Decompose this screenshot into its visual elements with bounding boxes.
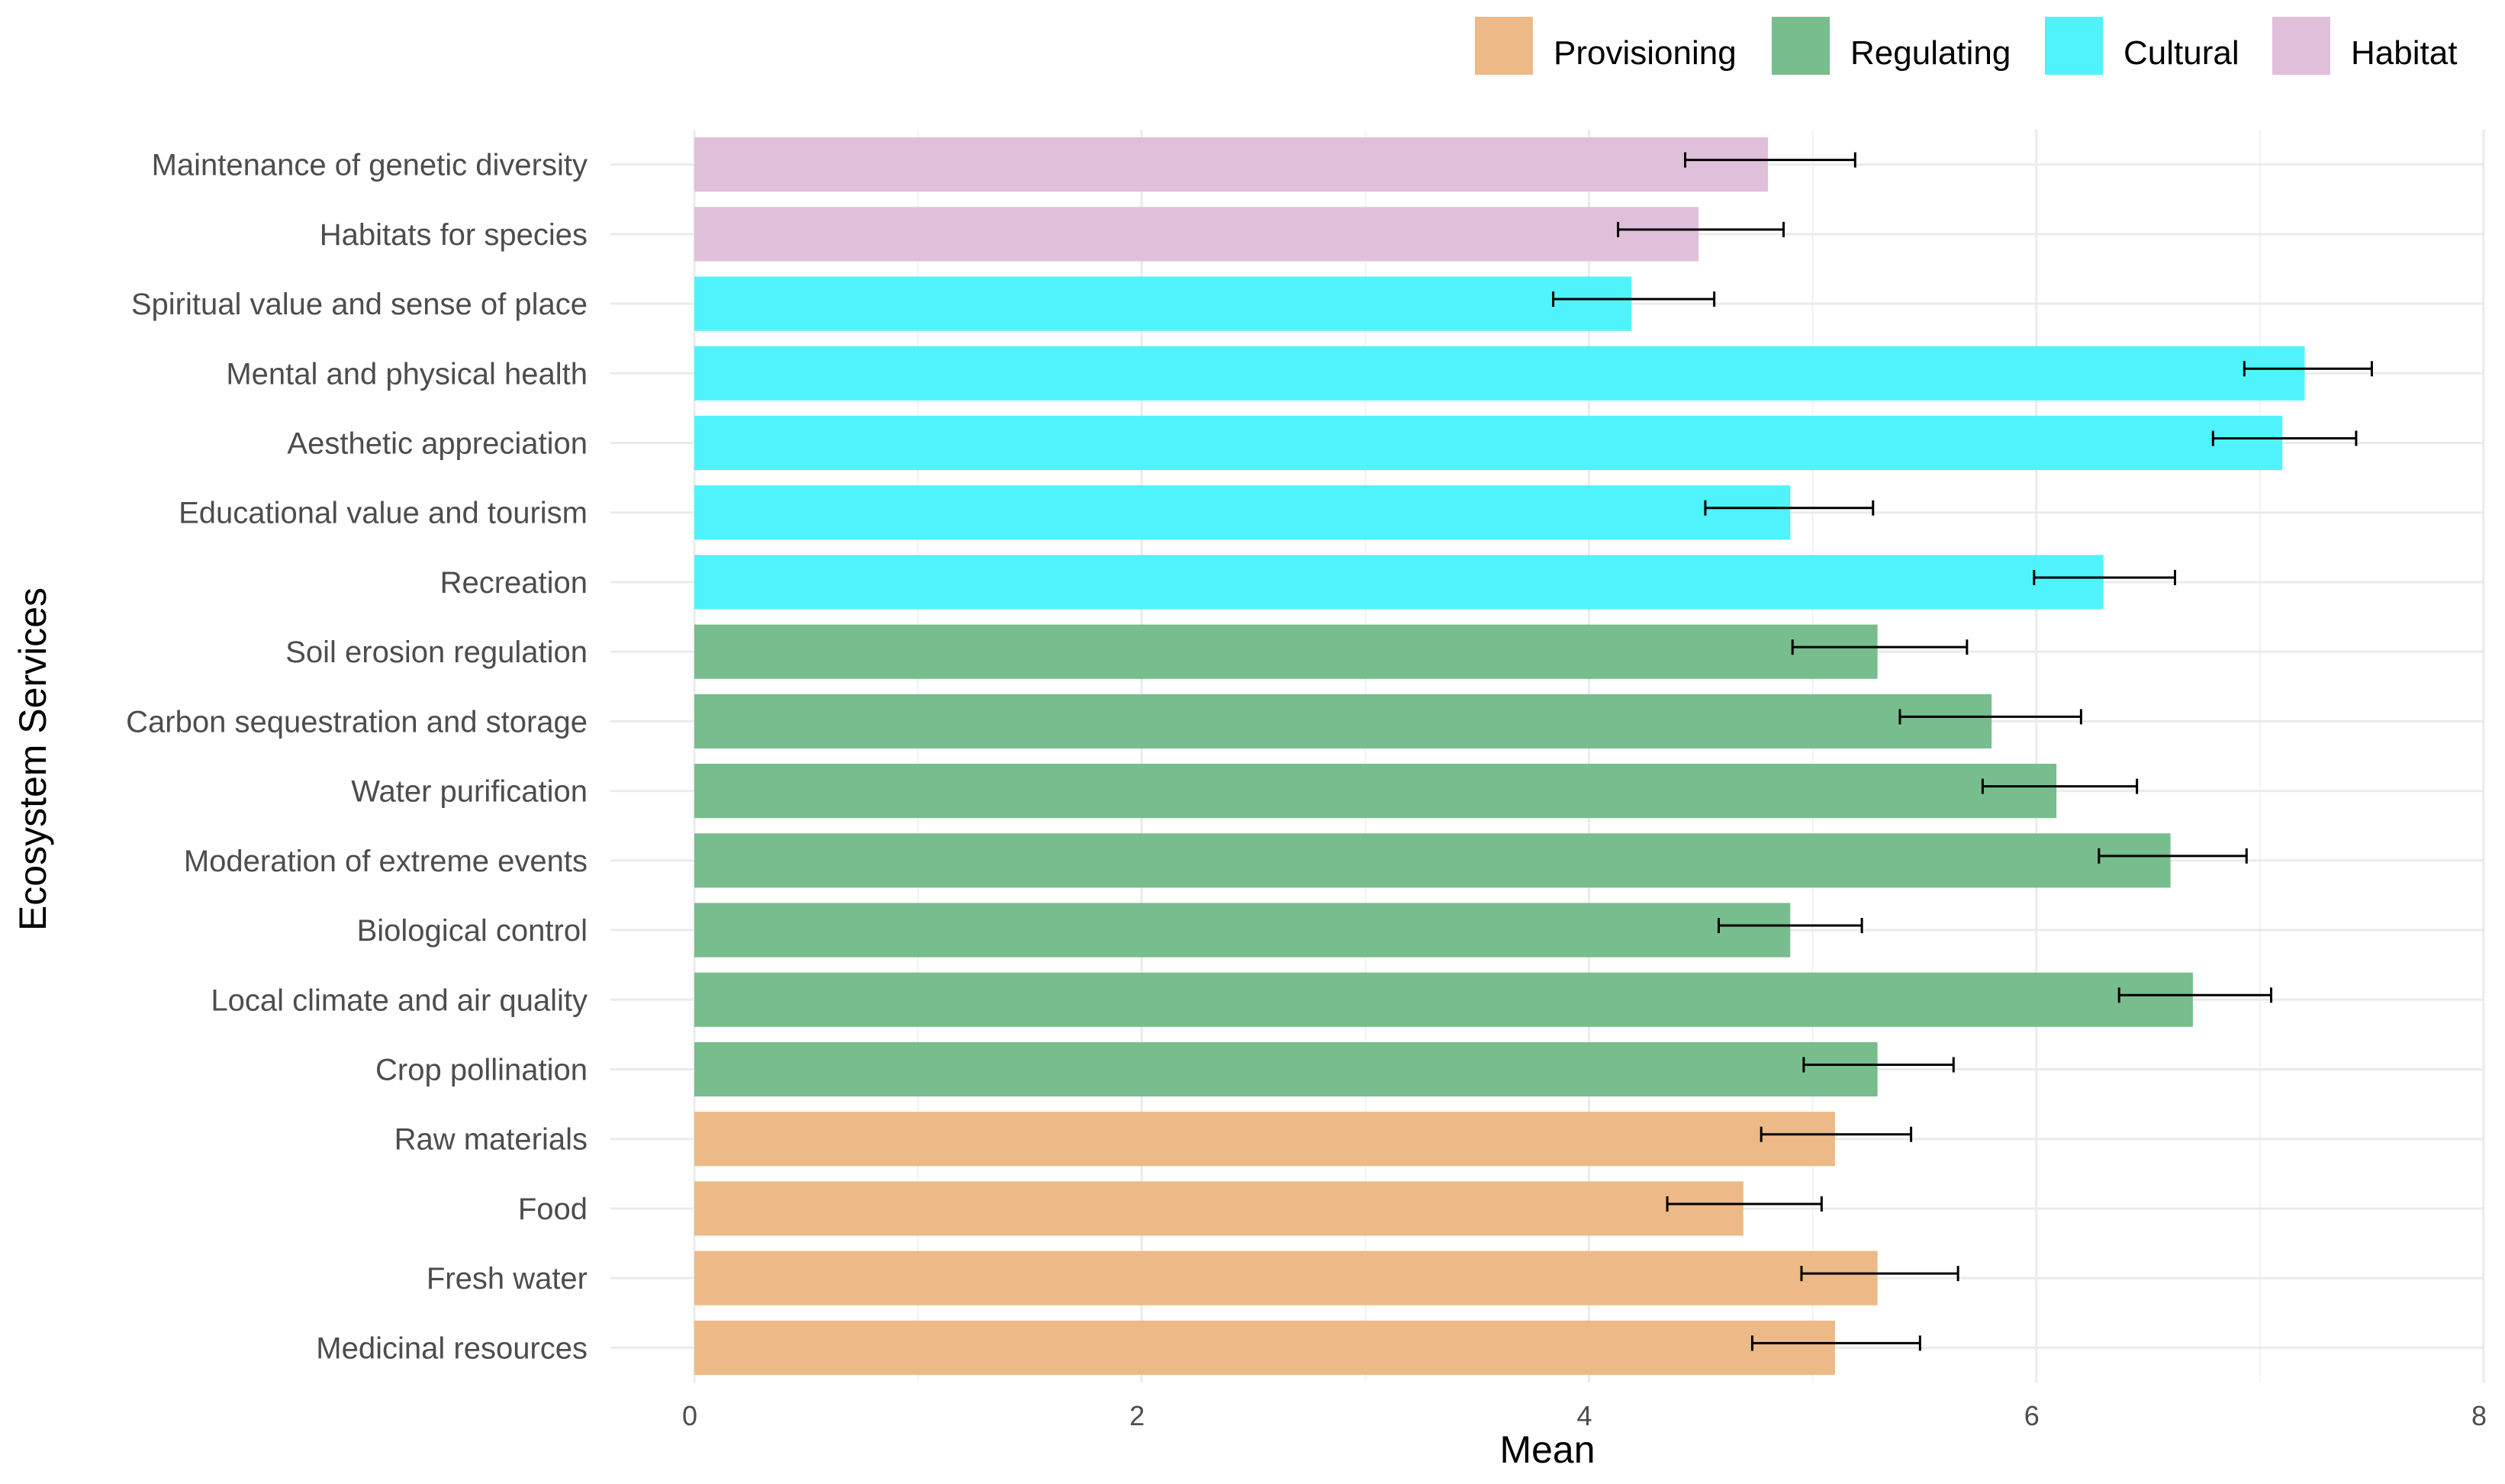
x-tick-label: 2 [1129, 1400, 1145, 1431]
y-tick-label: Mental and physical health [226, 357, 588, 391]
x-tick-label: 6 [2024, 1400, 2040, 1431]
error-bar [1666, 1196, 1823, 1212]
error-bar [1981, 778, 2139, 794]
y-tick-label: Food [518, 1193, 588, 1226]
legend-label: Provisioning [1554, 34, 1737, 72]
legend-swatch [2045, 17, 2103, 75]
error-bar [1802, 1057, 1955, 1073]
error-bar [2243, 361, 2373, 377]
legend-label: Habitat [2351, 34, 2457, 72]
y-tick-label: Local climate and air quality [211, 983, 588, 1017]
x-tick-label: 8 [2471, 1400, 2487, 1431]
y-tick-label: Medicinal resources [316, 1331, 588, 1365]
error-bar [1704, 500, 1875, 516]
legend-swatch [2272, 17, 2330, 75]
legend-item: Cultural [2045, 17, 2239, 75]
error-bar [2033, 569, 2176, 585]
bar [694, 1112, 1835, 1167]
x-tick-label: 4 [1576, 1400, 1592, 1431]
bar [694, 207, 1699, 262]
y-tick-label: Water purification [351, 775, 588, 809]
y-tick-label: Educational value and tourism [179, 497, 588, 530]
y-tick-label: Habitats for species [320, 218, 588, 252]
legend-item: Regulating [1772, 17, 2011, 75]
y-tick-label: Spiritual value and sense of place [131, 288, 588, 321]
error-bar [2211, 430, 2358, 446]
bar [694, 276, 1632, 331]
bar [694, 485, 1791, 540]
legend-swatch [1772, 17, 1830, 75]
legend-item: Provisioning [1475, 17, 1737, 75]
bar [694, 624, 1878, 679]
legend-label: Cultural [2123, 34, 2239, 72]
legend-swatch [1475, 17, 1533, 75]
y-tick-label: Maintenance of genetic diversity [152, 149, 588, 182]
error-bar [2098, 848, 2248, 864]
bar [694, 346, 2305, 401]
error-bar [1898, 709, 2082, 725]
bar [694, 1320, 1835, 1375]
error-bar [1800, 1266, 1959, 1282]
error-bar [1617, 221, 1785, 237]
legend: Provisioning Regulating Cultural Habitat [1475, 17, 2457, 75]
y-tick-label: Fresh water [427, 1262, 588, 1296]
error-bar [1718, 918, 1863, 934]
bar [694, 555, 2104, 610]
error-bar [1552, 291, 1716, 307]
y-tick-label: Recreation [440, 566, 588, 600]
y-tick-label: Soil erosion regulation [285, 636, 588, 669]
bar [694, 833, 2171, 888]
error-bar [1750, 1335, 1921, 1351]
y-tick-label: Biological control [357, 914, 588, 948]
y-tick-label: Crop pollination [375, 1054, 588, 1087]
y-tick-label: Aesthetic appreciation [287, 427, 588, 461]
bar [694, 1251, 1878, 1305]
y-tick-labels: Maintenance of genetic diversity Habitats… [126, 149, 588, 1366]
bar [694, 137, 1768, 192]
bar [694, 415, 2283, 471]
legend-label: Regulating [1850, 34, 2011, 72]
bar [694, 903, 1791, 958]
bar [694, 1181, 1744, 1236]
y-tick-label: Carbon sequestration and storage [126, 705, 588, 739]
error-bar [1791, 639, 1969, 655]
x-tick-labels: 0 2 4 6 8 [682, 1400, 2487, 1431]
error-bars [1552, 152, 2373, 1351]
error-bar [2117, 987, 2273, 1003]
y-tick-label: Raw materials [394, 1123, 588, 1157]
x-tick-label: 0 [682, 1400, 697, 1431]
error-bar [1760, 1126, 1913, 1142]
bar [694, 694, 1992, 748]
bars [694, 137, 2305, 1375]
error-bar [1684, 152, 1856, 168]
bar [694, 764, 2057, 819]
y-tick-label: Moderation of extreme events [184, 845, 588, 878]
legend-item: Habitat [2272, 17, 2457, 75]
x-axis-title: Mean [1499, 1428, 1595, 1471]
bar [694, 972, 2193, 1027]
y-axis-title: Ecosystem Services [11, 587, 54, 931]
bar [694, 1041, 1878, 1097]
